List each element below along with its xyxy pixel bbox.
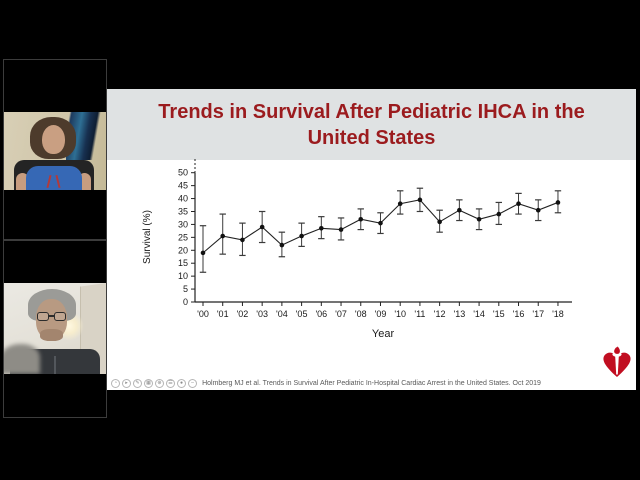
- slide-title-band: Trends in Survival After Pediatric IHCA …: [107, 89, 636, 160]
- participant-arm: [16, 173, 29, 190]
- data-point: [378, 220, 383, 226]
- torch-handle: [615, 354, 619, 375]
- survival-line: [202, 199, 559, 254]
- x-tick-label: '13: [453, 309, 465, 319]
- y-tick-label: 35: [178, 206, 188, 216]
- torch-notch: [612, 352, 622, 357]
- x-tick-label: '18: [552, 309, 564, 319]
- record-icon[interactable]: ●: [177, 379, 186, 388]
- y-tick-label: 25: [178, 232, 188, 242]
- y-tick-label: 45: [178, 181, 188, 191]
- data-point: [319, 225, 324, 231]
- eyeglasses: [37, 312, 66, 322]
- notes-icon[interactable]: ☰: [166, 379, 175, 388]
- participant-shirt: [26, 166, 82, 190]
- x-tick-label: '10: [394, 309, 406, 319]
- x-tick-label: '03: [256, 309, 268, 319]
- foreground-blur: [4, 344, 40, 374]
- x-tick-label: '02: [237, 309, 249, 319]
- x-axis-title: Year: [372, 328, 395, 340]
- x-tick-label: '07: [335, 309, 347, 319]
- shared-slide: Trends in Survival After Pediatric IHCA …: [107, 89, 636, 390]
- participant-chin: [40, 329, 63, 341]
- aha-heart-torch-logo: [603, 346, 631, 377]
- participant-video-2[interactable]: [3, 240, 107, 418]
- y-tick-label: 0: [183, 297, 188, 307]
- y-tick-label: 15: [178, 258, 188, 268]
- participant-video-1[interactable]: [3, 59, 107, 240]
- minimize-icon[interactable]: –: [188, 379, 197, 388]
- data-point: [397, 201, 403, 207]
- data-point: [220, 233, 226, 239]
- x-tick-label: '04: [276, 309, 288, 319]
- x-tick-label: '00: [197, 309, 209, 319]
- x-tick-label: '09: [375, 309, 387, 319]
- data-point: [299, 233, 304, 239]
- y-tick-label: 40: [178, 194, 188, 204]
- pen-icon[interactable]: ✎: [133, 379, 142, 388]
- x-tick-label: '15: [493, 309, 505, 319]
- jacket-zipper: [54, 356, 56, 374]
- timer-icon[interactable]: ◔: [111, 379, 120, 388]
- grid-icon[interactable]: ▦: [144, 379, 153, 388]
- y-tick-label: 30: [178, 219, 188, 229]
- slide-citation: Holmberg MJ et al. Trends in Survival Af…: [202, 380, 541, 387]
- x-tick-label: '01: [217, 309, 229, 319]
- zoom-in-icon[interactable]: ⊕: [155, 379, 164, 388]
- x-tick-label: '17: [532, 309, 544, 319]
- x-tick-label: '14: [473, 309, 485, 319]
- x-tick-label: '05: [296, 309, 308, 319]
- participant-face: [42, 125, 65, 154]
- webcam-feed-woman: [4, 112, 106, 190]
- viewer-toolbar: ◔ ▸ ✎ ▦ ⊕ ☰ ● –: [111, 379, 197, 388]
- data-point: [358, 216, 364, 222]
- slide-title: Trends in Survival After Pediatric IHCA …: [158, 100, 585, 149]
- y-tick-label: 20: [178, 245, 188, 255]
- y-tick-label: 50: [178, 168, 188, 178]
- data-point: [240, 237, 245, 243]
- webcam-feed-man: [4, 283, 106, 374]
- data-point: [338, 227, 344, 232]
- data-point: [200, 250, 206, 256]
- y-tick-label: 5: [183, 284, 188, 294]
- torch-flame: [614, 346, 620, 354]
- play-icon[interactable]: ▸: [122, 379, 131, 388]
- x-tick-label: '08: [355, 309, 367, 319]
- y-axis-title: Survival (%): [142, 210, 153, 264]
- x-tick-label: '16: [513, 309, 525, 319]
- x-tick-label: '12: [434, 309, 446, 319]
- y-tick-label: 10: [178, 271, 188, 281]
- data-point: [259, 224, 265, 230]
- data-point: [555, 200, 561, 205]
- x-tick-label: '11: [414, 309, 425, 319]
- x-tick-label: '06: [315, 309, 327, 319]
- citation-row: Holmberg MJ et al. Trends in Survival Af…: [107, 372, 636, 390]
- data-point: [437, 219, 442, 225]
- data-point: [417, 197, 423, 203]
- data-point: [279, 242, 285, 248]
- data-point: [516, 201, 521, 207]
- data-point: [457, 207, 462, 213]
- data-point: [496, 211, 502, 217]
- data-point: [476, 216, 482, 222]
- data-point: [535, 207, 541, 213]
